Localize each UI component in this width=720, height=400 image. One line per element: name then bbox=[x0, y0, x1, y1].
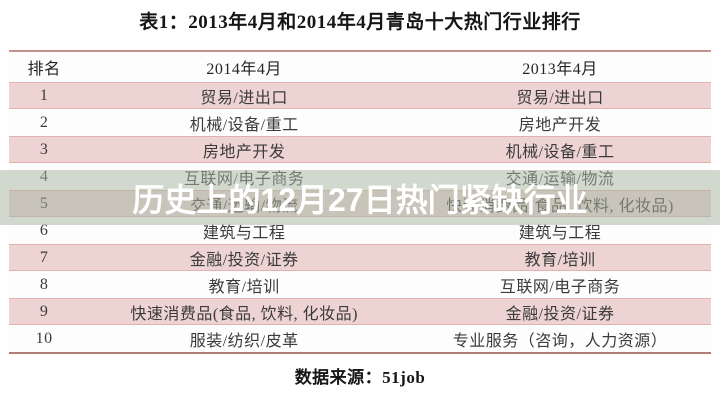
cell-2014: 快速消费品(食品, 饮料, 化妆品) bbox=[130, 305, 358, 323]
cell-2014: 教育/培训 bbox=[208, 278, 280, 296]
data-source: 数据来源：51job bbox=[294, 368, 426, 387]
cell-2013: 机械/设备/重工 bbox=[505, 143, 615, 161]
table-header-row: 排名 2014年4月 2013年4月 bbox=[9, 52, 711, 82]
table-row: 8 教育/培训 互联网/电子商务 bbox=[9, 271, 711, 298]
cell-2014: 贸易/进出口 bbox=[200, 89, 288, 107]
table-row: 7 金融/投资/证券 教育/培训 bbox=[9, 244, 711, 271]
cell-2013: 建筑与工程 bbox=[518, 224, 602, 242]
table-row: 1 贸易/进出口 贸易/进出口 bbox=[9, 82, 711, 109]
table-row: 2 机械/设备/重工 房地产开发 bbox=[9, 109, 711, 136]
header-cell-2014: 2014年4月 bbox=[206, 61, 282, 78]
table-caption: 表1：2013年4月和2014年4月青岛十大热门行业排行 bbox=[139, 12, 581, 33]
cell-2014: 建筑与工程 bbox=[202, 224, 286, 242]
cell-2013: 贸易/进出口 bbox=[516, 89, 604, 107]
rank-cell: 3 bbox=[39, 140, 49, 158]
cell-2013: 房地产开发 bbox=[518, 116, 602, 134]
headline-overlay: 历史上的12月27日热门紧缺行业 bbox=[0, 170, 720, 225]
cell-2014: 金融/投资/证券 bbox=[189, 251, 299, 269]
table-row: 9 快速消费品(食品, 饮料, 化妆品) 金融/投资/证券 bbox=[9, 298, 711, 325]
rank-cell: 9 bbox=[39, 302, 49, 320]
rank-cell: 2 bbox=[39, 113, 49, 131]
cell-2014: 机械/设备/重工 bbox=[189, 116, 299, 134]
header-cell-2013: 2013年4月 bbox=[522, 61, 598, 78]
table-row: 3 房地产开发 机械/设备/重工 bbox=[9, 136, 711, 163]
headline-text: 历史上的12月27日热门紧缺行业 bbox=[132, 181, 588, 218]
table-row: 10 服装/纺织/皮革 专业服务（咨询，人力资源） bbox=[9, 325, 711, 352]
cell-2013: 专业服务（咨询，人力资源） bbox=[452, 332, 668, 350]
rank-cell: 6 bbox=[39, 221, 49, 239]
cell-2014: 房地产开发 bbox=[202, 143, 286, 161]
rank-cell: 1 bbox=[39, 86, 49, 104]
rank-cell: 7 bbox=[39, 248, 49, 266]
rank-cell: 8 bbox=[39, 275, 49, 293]
cell-2013: 教育/培训 bbox=[524, 251, 596, 269]
cell-2014: 服装/纺织/皮革 bbox=[189, 332, 299, 350]
cell-2013: 金融/投资/证券 bbox=[505, 305, 615, 323]
rank-cell: 10 bbox=[35, 329, 53, 347]
cell-2013: 互联网/电子商务 bbox=[499, 278, 621, 296]
header-cell-rank: 排名 bbox=[27, 61, 61, 78]
